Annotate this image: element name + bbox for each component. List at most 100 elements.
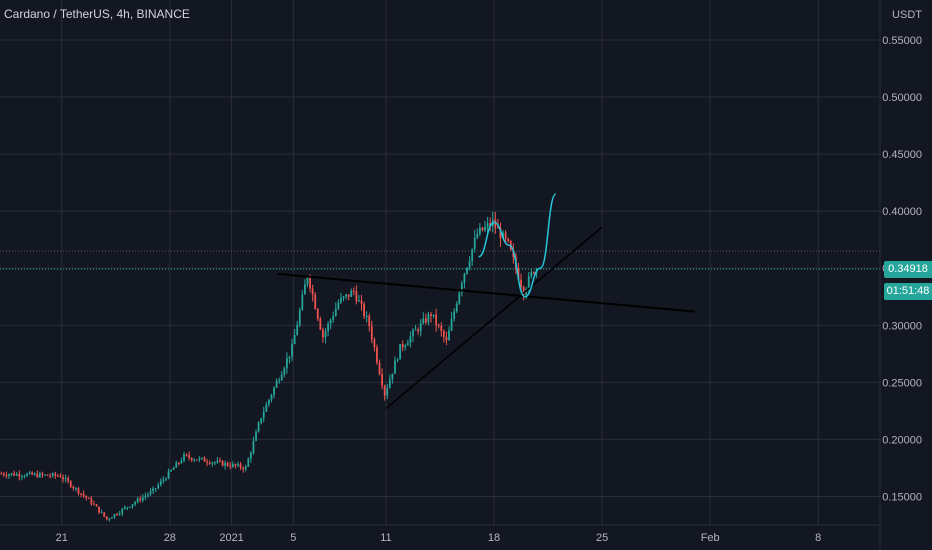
projection-curve[interactable]: [478, 193, 557, 298]
candle-body: [476, 233, 479, 238]
candle-body: [412, 330, 414, 337]
candle-body: [430, 314, 432, 317]
candle-body: [427, 314, 430, 323]
candle-body: [193, 459, 196, 461]
candle-body: [265, 404, 268, 412]
candle-body: [139, 498, 142, 501]
candle-body: [237, 464, 239, 466]
candle-body: [262, 411, 265, 419]
candle-body: [466, 267, 468, 274]
candle-body: [391, 373, 394, 380]
candle-body: [26, 473, 28, 477]
candle-body: [226, 462, 229, 466]
candle-body: [381, 373, 384, 386]
candle-body: [231, 464, 234, 467]
candle-body: [399, 344, 402, 360]
candle-body: [149, 491, 152, 495]
candle-body: [432, 314, 435, 317]
candle-body: [388, 379, 391, 388]
candle-body: [141, 497, 144, 501]
candle-body: [499, 227, 502, 239]
y-tick-label: 0.20000: [882, 434, 922, 446]
candle-body: [260, 418, 263, 423]
candle-body: [352, 290, 355, 292]
candle-body: [229, 465, 232, 467]
candles: [0, 211, 538, 522]
candle-body: [100, 512, 103, 514]
candle-body: [36, 473, 39, 478]
candle-body: [401, 344, 404, 348]
candle-body: [211, 462, 214, 464]
candle-body: [378, 362, 381, 374]
candle-body: [350, 290, 353, 297]
candle-body: [95, 504, 98, 507]
candle-body: [170, 469, 173, 472]
candle-body: [424, 318, 427, 323]
candle-body: [126, 507, 129, 509]
candle-body: [165, 478, 167, 480]
resistance-trendline[interactable]: [277, 272, 695, 313]
drawings[interactable]: [277, 193, 695, 410]
candle-body: [304, 284, 306, 295]
candle-body: [152, 488, 154, 492]
candle-body: [332, 316, 335, 320]
candle-body: [90, 498, 93, 504]
candle-body: [221, 460, 224, 466]
candle-body: [13, 473, 16, 476]
candle-body: [270, 395, 273, 400]
candle-body: [471, 249, 474, 261]
candle-body: [437, 324, 440, 326]
x-tick-label: Feb: [701, 532, 720, 544]
x-tick-label: 28: [164, 532, 176, 544]
candle-body: [337, 302, 340, 309]
candle-body: [286, 358, 288, 369]
candle-body: [247, 458, 250, 467]
candle-body: [458, 292, 461, 304]
candle-body: [252, 440, 255, 453]
candle-body: [296, 325, 299, 336]
candle-body: [64, 478, 67, 480]
candle-body: [159, 481, 162, 485]
candle-body: [144, 495, 147, 498]
candle-body: [327, 323, 329, 332]
candle-body: [455, 303, 458, 312]
candle-body: [530, 272, 533, 277]
currency-label[interactable]: USDT: [892, 9, 922, 21]
symbol-title[interactable]: Cardano / TetherUS, 4h, BINANCE: [4, 7, 190, 21]
candle-body: [105, 516, 108, 520]
candle-body: [386, 387, 389, 396]
candle-body: [216, 460, 219, 463]
support-trendline[interactable]: [385, 226, 603, 410]
candle-body: [54, 473, 57, 476]
candle-body: [376, 347, 378, 363]
candle-body: [123, 507, 126, 509]
candle-body: [358, 300, 360, 302]
candle-body: [108, 518, 111, 520]
candle-body: [69, 481, 72, 487]
candle-body: [283, 368, 286, 375]
candle-body: [342, 296, 345, 298]
candle-body: [242, 467, 245, 470]
candle-body: [473, 237, 476, 250]
x-tick-label: 25: [596, 532, 608, 544]
candle-body: [520, 279, 522, 287]
y-tick-label: 0.15000: [882, 491, 922, 503]
x-tick-label: 5: [290, 532, 296, 544]
y-tick-label: 0.30000: [882, 320, 922, 332]
candle-body: [280, 374, 283, 381]
x-tick-label: 2021: [219, 532, 243, 544]
candle-body: [195, 459, 198, 461]
candle-body: [316, 309, 319, 319]
candle-body: [208, 462, 211, 464]
y-tick-label: 0.50000: [882, 92, 922, 104]
candle-body: [46, 474, 49, 476]
candle-body: [20, 476, 23, 478]
candle-body: [435, 314, 438, 325]
candle-body: [239, 464, 242, 468]
candle-body: [288, 356, 291, 359]
candle-body: [293, 335, 296, 345]
candle-body: [213, 462, 216, 464]
candle-body: [522, 286, 525, 296]
